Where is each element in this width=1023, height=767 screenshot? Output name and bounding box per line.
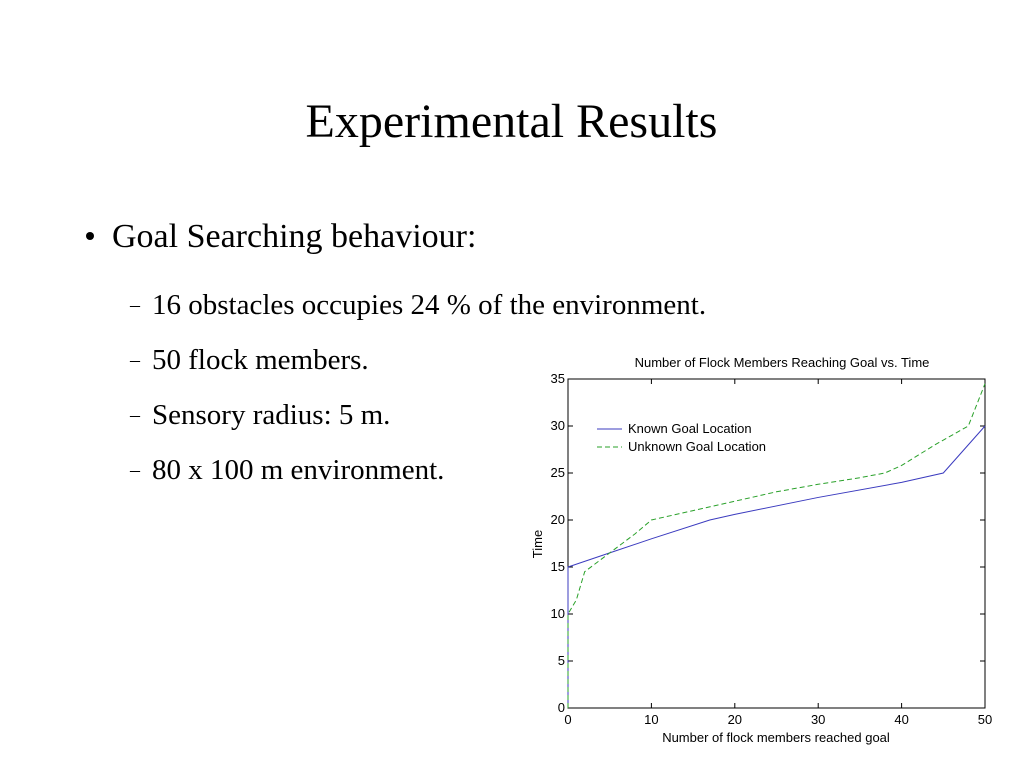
legend-label-unknown: Unknown Goal Location <box>628 439 766 454</box>
y-tick-label: 5 <box>558 653 565 668</box>
chart-title: Number of Flock Members Reaching Goal vs… <box>635 355 930 370</box>
x-tick-label: 30 <box>811 712 825 727</box>
line-chart-svg: Number of Flock Members Reaching Goal vs… <box>530 355 993 745</box>
bullet-dot-icon <box>86 232 94 241</box>
x-tick-label: 20 <box>728 712 742 727</box>
sub-bullet: – Sensory radius: 5 m. <box>130 388 706 443</box>
y-tick-label: 35 <box>551 371 565 386</box>
dash-icon: – <box>130 348 140 371</box>
x-tick-label: 0 <box>564 712 571 727</box>
series-lines <box>567 383 986 708</box>
sub-bullet-text: 16 obstacles occupies 24 % of the enviro… <box>152 289 707 321</box>
sub-bullet: –16 obstacles occupies 24 % of the envir… <box>130 278 706 333</box>
y-tick-label: 15 <box>551 559 565 574</box>
sub-bullet-text: 50 flock members. <box>152 344 369 376</box>
series-line-known-goal <box>567 425 986 708</box>
sub-bullet-text: 80 x 100 m environment. <box>152 454 445 486</box>
y-tick-label: 10 <box>551 606 565 621</box>
series-line-unknown-goal <box>567 383 986 708</box>
y-tick-label: 0 <box>558 700 565 715</box>
sub-bullet-text: Sensory radius: 5 m. <box>152 399 391 431</box>
x-axis-label: Number of flock members reached goal <box>662 730 890 745</box>
dash-icon: – <box>130 458 140 481</box>
y-tick-label: 20 <box>551 512 565 527</box>
line-chart: Number of Flock Members Reaching Goal vs… <box>518 346 998 750</box>
x-tick-label: 50 <box>978 712 992 727</box>
legend-label-known: Known Goal Location <box>628 421 752 436</box>
dash-icon: – <box>130 403 140 426</box>
sub-bullet-list: –16 obstacles occupies 24 % of the envir… <box>130 278 706 498</box>
axis-ticks: 0 10 20 30 40 50 0 5 10 15 20 25 30 35 <box>551 371 993 727</box>
slide-title: Experimental Results <box>305 95 718 148</box>
x-tick-label: 10 <box>644 712 658 727</box>
dash-icon: – <box>130 293 140 316</box>
main-bullet-text: Goal Searching behaviour: <box>112 218 477 255</box>
sub-bullet: –50 flock members. <box>130 333 706 388</box>
sub-bullet: –80 x 100 m environment. <box>130 443 706 498</box>
y-tick-label: 30 <box>551 418 565 433</box>
x-tick-label: 40 <box>894 712 908 727</box>
y-axis-label: Time <box>530 530 545 558</box>
legend: Known Goal Location Unknown Goal Locatio… <box>597 421 766 454</box>
y-tick-label: 25 <box>551 465 565 480</box>
main-bullet: Goal Searching behaviour: <box>86 214 476 260</box>
